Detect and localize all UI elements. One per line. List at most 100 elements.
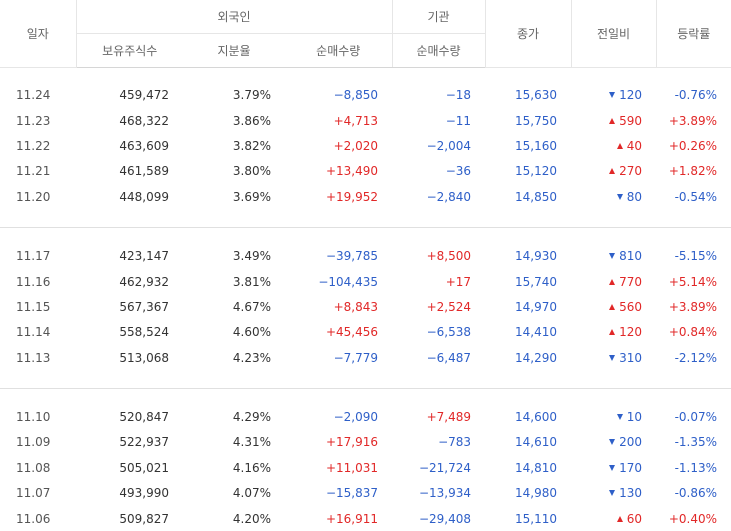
foreign-net-cell: −104,435 [318,274,379,289]
close-cell: 14,970 [515,299,558,314]
ratio-cell: 3.69% [232,189,271,204]
triangle-up-icon [616,142,623,149]
ratio-cell: 4.31% [232,435,271,450]
holdings-cell: 461,589 [119,164,169,179]
change-cell: 810 [571,243,656,268]
close-cell: 14,980 [515,486,558,501]
institution-net-cell: −29,408 [418,511,472,526]
change-cell: 560 [571,294,656,319]
header-ratio: 지분율 [183,33,285,68]
foreign-net-cell: +11,031 [325,460,379,475]
change-value: 40 [626,138,643,153]
header-date: 일자 [0,0,76,68]
table-header: 일자 외국인 기관 종가 전일비 등락률 보유주식수 지분율 순매수량 순매수량 [0,0,731,68]
foreign-net-cell: +8,843 [333,299,379,314]
table-row: 11.06 509,827 4.20% +16,911 −29,408 15,110 60 +… [0,506,731,531]
table-row: 11.14 558,524 4.60% +45,456 −6,538 14,410 120 +… [0,320,731,345]
foreign-net-cell: −39,785 [325,249,379,264]
rate-cell: +0.26% [668,138,718,153]
triangle-up-icon [609,117,616,124]
date-cell: 11.06 [16,511,51,526]
foreign-net-cell: −7,779 [333,350,379,365]
header-foreign-net: 순매수량 [285,33,393,68]
table-row: 11.23 468,322 3.86% +4,713 −11 15,750 590 +3.89… [0,108,731,133]
date-cell: 11.13 [16,350,51,365]
close-cell: 14,610 [515,435,558,450]
table-row: 11.10 520,847 4.29% −2,090 +7,489 14,600 10 -0.… [0,404,731,429]
institution-net-cell: −783 [438,435,472,450]
table-row: 11.21 461,589 3.80% +13,490 −36 15,120 270 +1.8… [0,159,731,184]
date-cell: 11.17 [16,249,51,264]
close-cell: 15,160 [515,138,558,153]
holdings-cell: 505,021 [119,460,169,475]
ratio-cell: 3.81% [232,274,271,289]
triangle-down-icon [609,490,616,497]
triangle-down-icon [616,414,623,421]
group-divider [0,209,731,229]
change-value: 130 [619,486,643,501]
ratio-cell: 4.16% [232,460,271,475]
institution-net-cell: +2,524 [426,299,472,314]
change-value: 170 [619,460,643,475]
institution-net-cell: −2,840 [426,189,472,204]
change-value: 590 [619,113,643,128]
holdings-cell: 493,990 [119,486,169,501]
institution-net-cell: −36 [445,164,472,179]
date-cell: 11.23 [16,113,51,128]
change-value: 120 [619,325,643,340]
date-cell: 11.22 [16,138,51,153]
foreign-net-cell: −8,850 [333,88,379,103]
triangle-down-icon [616,193,623,200]
foreign-net-cell: −2,090 [333,410,379,425]
triangle-down-icon [609,439,616,446]
foreign-net-cell: +17,916 [325,435,379,450]
table-row: 11.13 513,068 4.23% −7,779 −6,487 14,290 310 -2… [0,345,731,370]
table-row: 11.08 505,021 4.16% +11,031 −21,724 14,810 170… [0,455,731,480]
foreign-net-cell: +13,490 [325,164,379,179]
date-cell: 11.20 [16,189,51,204]
change-value: 810 [619,249,643,264]
change-cell: 590 [571,108,656,133]
table-row: 11.07 493,990 4.07% −15,837 −13,934 14,980 130… [0,481,731,506]
table-row: 11.17 423,147 3.49% −39,785 +8,500 14,930 810 -… [0,243,731,268]
triangle-down-icon [609,464,616,471]
change-value: 200 [619,435,643,450]
institution-net-cell: −21,724 [418,460,472,475]
rate-cell: -0.86% [674,486,718,501]
change-cell: 770 [571,269,656,294]
triangle-down-icon [609,92,616,99]
holdings-cell: 459,472 [119,88,169,103]
close-cell: 14,290 [515,350,558,365]
holdings-cell: 423,147 [119,249,169,264]
ratio-cell: 4.07% [232,486,271,501]
triangle-up-icon [609,303,616,310]
rate-cell: -1.35% [674,435,718,450]
rate-cell: -0.54% [674,189,718,204]
date-cell: 11.10 [16,410,51,425]
close-cell: 15,740 [515,274,558,289]
close-cell: 14,600 [515,410,558,425]
header-rate: 등락률 [655,0,731,68]
ratio-cell: 4.29% [232,410,271,425]
ratio-cell: 3.86% [232,113,271,128]
group-spacer [0,67,731,83]
institution-net-cell: +8,500 [426,249,472,264]
triangle-down-icon [609,253,616,260]
change-cell: 80 [571,184,656,209]
foreign-net-cell: +45,456 [325,325,379,340]
institution-net-cell: +17 [445,274,472,289]
institution-net-cell: −6,538 [426,325,472,340]
foreign-net-cell: +16,911 [325,511,379,526]
change-cell: 40 [571,133,656,158]
foreign-net-cell: +19,952 [325,189,379,204]
change-cell: 120 [571,320,656,345]
date-cell: 11.16 [16,274,51,289]
close-cell: 15,750 [515,113,558,128]
table-row: 11.15 567,367 4.67% +8,843 +2,524 14,970 560 +3… [0,294,731,319]
table-body: 11.24 459,472 3.79% −8,850 −18 15,630 120 -0.76… [0,67,731,531]
institution-net-cell: −13,934 [418,486,472,501]
change-cell: 200 [571,430,656,455]
rate-cell: +3.89% [668,299,718,314]
date-cell: 11.09 [16,435,51,450]
